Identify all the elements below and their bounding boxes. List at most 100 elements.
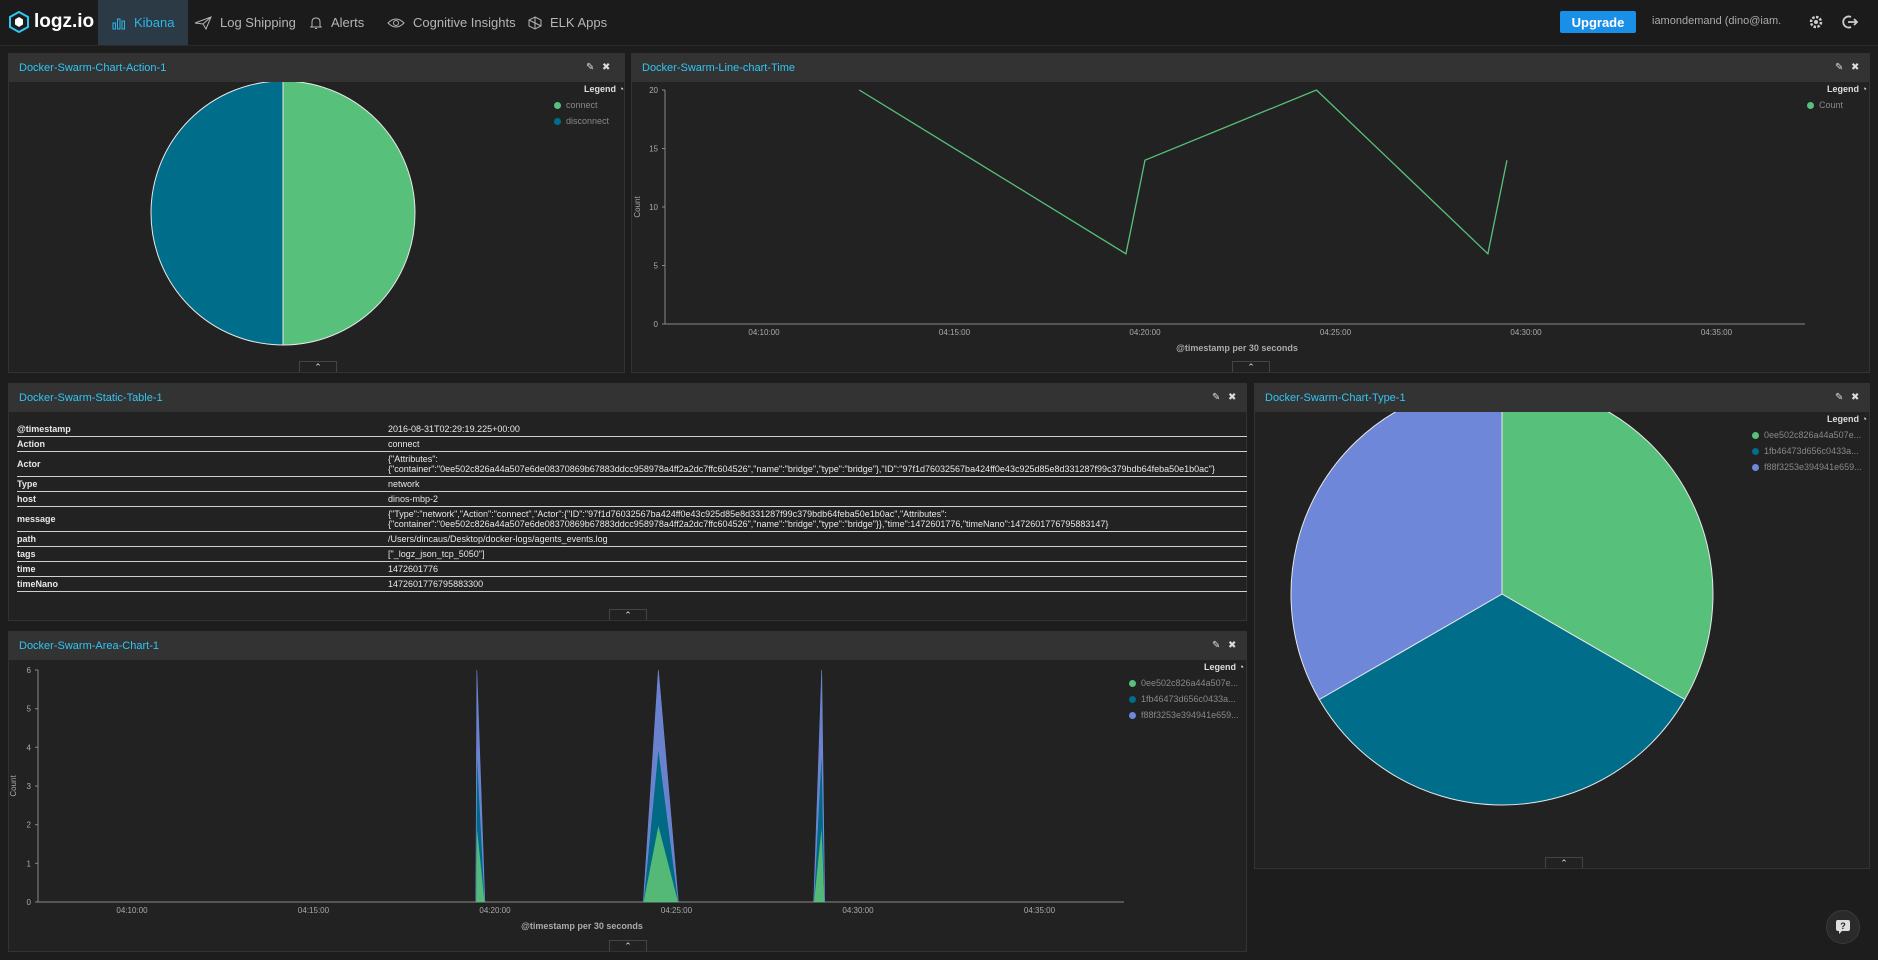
panel-header: Docker-Swarm-Chart-Type-1 ✎ ✖ (1255, 384, 1869, 412)
y-tick-label: 15 (649, 145, 658, 154)
table-row: @timestamp 2016-08-31T02:29:19.225+00:00 (17, 422, 1247, 437)
gear-icon[interactable] (1808, 14, 1824, 30)
collapse-chevron-up-icon[interactable]: ⌃ (299, 361, 337, 372)
legend-title[interactable]: Legend ◔ (1827, 84, 1867, 94)
table-row: Action connect (17, 436, 1247, 452)
table-row: host dinos-mbp-2 (17, 491, 1247, 507)
edit-pencil-icon[interactable]: ✎ (1212, 392, 1221, 403)
legend-title[interactable]: Legend ◔ (1827, 414, 1867, 424)
panel-title[interactable]: Docker-Swarm-Line-chart-Time (642, 62, 796, 74)
bell-icon (309, 16, 323, 29)
legend-item-count[interactable]: Count (1807, 97, 1867, 113)
edit-pencil-icon[interactable]: ✎ (1835, 62, 1844, 73)
edit-pencil-icon[interactable]: ✎ (1835, 392, 1844, 403)
x-tick-label: 04:30:00 (842, 906, 874, 915)
pie-slice-2[interactable] (1290, 412, 1503, 701)
logout-icon[interactable] (1842, 14, 1858, 30)
area-spike[interactable] (813, 669, 825, 903)
legend-dot (1129, 695, 1136, 703)
nav-kibana[interactable]: Kibana (98, 0, 189, 45)
panel-title[interactable]: Docker-Swarm-Area-Chart-1 (19, 640, 159, 652)
close-icon[interactable]: ✖ (602, 62, 611, 73)
field-key: time (17, 561, 388, 577)
field-value: connect (388, 436, 1247, 452)
y-tick-label: 5 (654, 262, 659, 271)
collapse-chevron-up-icon[interactable]: ⌃ (1545, 857, 1583, 868)
field-value: 1472601776 (388, 561, 1247, 577)
elk-icon (528, 15, 542, 30)
panel-header: Docker-Swarm-Line-chart-Time ✎ ✖ (632, 54, 1869, 82)
nav-log-shipping[interactable]: Log Shipping (194, 0, 296, 45)
legend-item[interactable]: 1fb46473d656c0433a... (1752, 443, 1867, 459)
x-tick-label: 04:10:00 (748, 328, 780, 337)
nav-alerts[interactable]: Alerts (309, 0, 364, 45)
x-tick-label: 04:35:00 (1024, 906, 1056, 915)
area-spike[interactable] (643, 669, 679, 903)
user-menu[interactable]: iamondemand (dino@iam... (1652, 15, 1782, 27)
field-key: path (17, 531, 388, 547)
area-spike[interactable] (475, 669, 486, 903)
x-tick-label: 04:10:00 (116, 906, 148, 915)
help-chat-button[interactable]: ? (1826, 910, 1860, 944)
y-tick-label: 0 (27, 898, 32, 907)
field-value: {"Type":"network","Action":"connect","Ac… (388, 506, 1247, 532)
collapse-chevron-up-icon[interactable]: ⌃ (1232, 361, 1270, 372)
nav-cognitive-insights[interactable]: Cognitive Insights (387, 0, 516, 45)
legend-item[interactable]: 0ee502c826a44a507e... (1752, 427, 1867, 443)
y-tick-label: 1 (27, 859, 32, 868)
field-value: /Users/dincaus/Desktop/docker-logs/agent… (388, 531, 1247, 547)
logzio-logo[interactable]: logz.io (8, 10, 94, 34)
edit-pencil-icon[interactable]: ✎ (586, 62, 595, 73)
field-key: Actor (17, 451, 388, 477)
pie-slice-1[interactable] (150, 82, 284, 346)
y-tick-label: 10 (649, 203, 658, 212)
panel-title[interactable]: Docker-Swarm-Chart-Type-1 (1265, 392, 1406, 404)
x-tick-label: 04:15:00 (939, 328, 971, 337)
table-row: time 1472601776 (17, 561, 1247, 577)
collapse-chevron-up-icon[interactable]: ⌃ (609, 940, 647, 951)
pie-slices (1290, 412, 1714, 806)
close-icon[interactable]: ✖ (1851, 62, 1860, 73)
nav-label: Alerts (331, 15, 365, 30)
field-key: host (17, 491, 388, 507)
axes: 0 1 2 3 4 5 6 04:10:00 04:15:00 04:20:00 04:25:00 0… (9, 666, 1124, 931)
edit-pencil-icon[interactable]: ✎ (1212, 640, 1221, 651)
close-icon[interactable]: ✖ (1228, 392, 1237, 403)
legend-item-disconnect[interactable]: disconnect (554, 113, 624, 129)
paper-plane-icon (194, 15, 212, 30)
field-value: {"Attributes": {"container":"0ee502c826a… (388, 451, 1247, 477)
upgrade-button[interactable]: Upgrade (1560, 11, 1636, 33)
table-row: message {"Type":"network","Action":"conne… (17, 506, 1247, 532)
legend-title[interactable]: Legend ◔ (584, 84, 624, 94)
panel-title[interactable]: Docker-Swarm-Chart-Action-1 (19, 62, 167, 74)
x-axis-label: @timestamp per 30 seconds (1176, 343, 1298, 353)
panel-area-chart: Docker-Swarm-Area-Chart-1 ✎ ✖ 0 1 2 3 4 5 6 04:… (8, 631, 1247, 952)
legend-item-connect[interactable]: connect (554, 97, 624, 113)
y-tick-label: 4 (27, 743, 32, 752)
legend-dot (1807, 101, 1814, 109)
nav-elk-apps[interactable]: ELK Apps (528, 0, 607, 45)
close-icon[interactable]: ✖ (1228, 640, 1237, 651)
panel-title[interactable]: Docker-Swarm-Static-Table-1 (19, 392, 163, 404)
collapse-chevron-up-icon[interactable]: ⌃ (609, 609, 647, 620)
legend-dot (554, 117, 561, 125)
action-pie-chart (150, 82, 416, 346)
pie-slice-1[interactable] (1318, 593, 1686, 806)
legend-item[interactable]: f88f3253e394941e659... (1752, 459, 1867, 475)
svg-text:?: ? (1840, 921, 1846, 931)
close-icon[interactable]: ✖ (1851, 392, 1860, 403)
legend-item[interactable]: 1fb46473d656c0433a... (1129, 691, 1244, 707)
legend-dot (1129, 711, 1136, 719)
series-line-count[interactable] (858, 89, 1508, 256)
legend-item[interactable]: 0ee502c826a44a507e... (1129, 675, 1244, 691)
pie-slice-0[interactable] (1501, 412, 1714, 701)
nav-label: Log Shipping (220, 15, 296, 30)
line-chart: 0 5 10 15 20 04:10:00 04:15:00 04:20:00 04:25:00… (633, 86, 1805, 353)
legend-item[interactable]: f88f3253e394941e659... (1129, 707, 1244, 723)
pie-slice-0[interactable] (282, 82, 416, 346)
y-tick-label: 20 (649, 86, 658, 95)
x-tick-label: 04:25:00 (1320, 328, 1352, 337)
legend-title[interactable]: Legend ◔ (1204, 662, 1244, 672)
legend-dot (1752, 463, 1759, 471)
help-question-icon: ? (1836, 920, 1850, 934)
